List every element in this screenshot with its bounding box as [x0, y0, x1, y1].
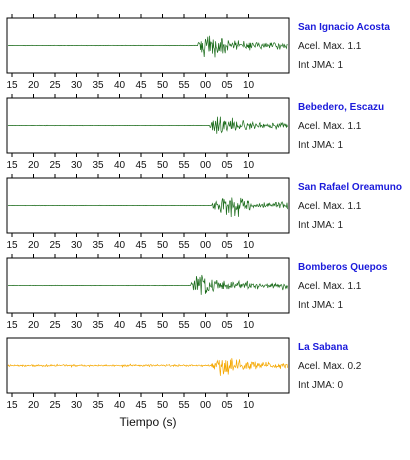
tick-label: 40 [114, 160, 126, 171]
tick-label: 15 [6, 240, 18, 251]
tick-label: 20 [28, 400, 40, 411]
waveform-series [7, 116, 288, 134]
tick-label: 35 [92, 160, 104, 171]
tick-label: 40 [114, 400, 126, 411]
tick-label: 05 [221, 160, 233, 171]
tick-label: 00 [200, 320, 212, 331]
jma-intensity-label: Int JMA: 1 [298, 300, 344, 311]
panel-3: 15 20 25 30 35 40 45 50 55 00 05 10 [6, 174, 290, 251]
tick-label: 45 [135, 320, 147, 331]
tick-label: 20 [28, 320, 40, 331]
tick-label: 10 [243, 320, 255, 331]
tick-label: 25 [49, 80, 61, 91]
tick-label: 25 [49, 400, 61, 411]
panel-4: 15 20 25 30 35 40 45 50 55 00 05 10 [6, 254, 290, 331]
tick-label: 45 [135, 400, 147, 411]
tick-label: 10 [243, 400, 255, 411]
tick-label: 50 [157, 160, 169, 171]
tick-label: 45 [135, 80, 147, 91]
tick-label: 20 [28, 80, 40, 91]
jma-intensity-label: Int JMA: 1 [298, 60, 344, 71]
tick-label: 30 [71, 160, 83, 171]
max-acceleration-label: Acel. Max. 1.1 [298, 121, 362, 132]
station-name: Bomberos Quepos [298, 262, 388, 273]
waveform-series [7, 358, 288, 376]
tick-label: 10 [243, 80, 255, 91]
tick-label: 15 [6, 320, 18, 331]
jma-intensity-label: Int JMA: 1 [298, 220, 344, 231]
tick-label: 55 [178, 400, 190, 411]
tick-label: 00 [200, 240, 212, 251]
tick-label: 30 [71, 400, 83, 411]
tick-label: 25 [49, 240, 61, 251]
tick-label: 55 [178, 160, 190, 171]
tick-label: 50 [157, 320, 169, 331]
tick-label: 10 [243, 240, 255, 251]
tick-label: 55 [178, 320, 190, 331]
tick-label: 00 [200, 160, 212, 171]
max-acceleration-label: Acel. Max. 0.2 [298, 361, 362, 372]
tick-label: 40 [114, 320, 126, 331]
tick-label: 35 [92, 320, 104, 331]
max-acceleration-label: Acel. Max. 1.1 [298, 201, 362, 212]
panel-2: 15 20 25 30 35 40 45 50 55 00 05 10 [6, 94, 290, 171]
tick-label: 50 [157, 240, 169, 251]
waveform-series [8, 274, 288, 295]
tick-label: 10 [243, 160, 255, 171]
waveform-series [7, 197, 288, 218]
panel-1: 15 20 25 30 35 40 45 50 55 00 05 10 [6, 14, 290, 91]
panel-5: 15 20 25 30 35 40 45 50 55 00 05 10 [6, 337, 290, 411]
max-acceleration-label: Acel. Max. 1.1 [298, 281, 362, 292]
tick-label: 15 [6, 80, 18, 91]
tick-label: 40 [114, 80, 126, 91]
tick-label: 30 [71, 240, 83, 251]
station-name: San Rafael Oreamuno [298, 182, 402, 193]
tick-label: 20 [28, 160, 40, 171]
tick-label: 00 [200, 400, 212, 411]
jma-intensity-label: Int JMA: 0 [298, 380, 344, 391]
tick-label: 35 [92, 240, 104, 251]
tick-label: 25 [49, 160, 61, 171]
waveform-series [8, 35, 288, 58]
station-name: San Ignacio Acosta [298, 22, 390, 33]
tick-label: 05 [221, 240, 233, 251]
tick-label: 50 [157, 80, 169, 91]
station-name: La Sabana [298, 342, 349, 353]
tick-label: 45 [135, 160, 147, 171]
tick-label: 55 [178, 240, 190, 251]
tick-label: 05 [221, 400, 233, 411]
tick-label: 15 [6, 400, 18, 411]
tick-label: 35 [92, 400, 104, 411]
tick-label: 55 [178, 80, 190, 91]
tick-label: 45 [135, 240, 147, 251]
max-acceleration-label: Acel. Max. 1.1 [298, 41, 362, 52]
tick-label: 50 [157, 400, 169, 411]
tick-label: 40 [114, 240, 126, 251]
tick-label: 20 [28, 240, 40, 251]
tick-label: 35 [92, 80, 104, 91]
x-axis-label: Tiempo (s) [119, 415, 177, 429]
tick-label: 05 [221, 80, 233, 91]
tick-label: 05 [221, 320, 233, 331]
jma-intensity-label: Int JMA: 1 [298, 140, 344, 151]
tick-label: 25 [49, 320, 61, 331]
station-name: Bebedero, Escazu [298, 102, 385, 113]
tick-label: 00 [200, 80, 212, 91]
tick-label: 30 [71, 80, 83, 91]
tick-label: 15 [6, 160, 18, 171]
tick-label: 30 [71, 320, 83, 331]
